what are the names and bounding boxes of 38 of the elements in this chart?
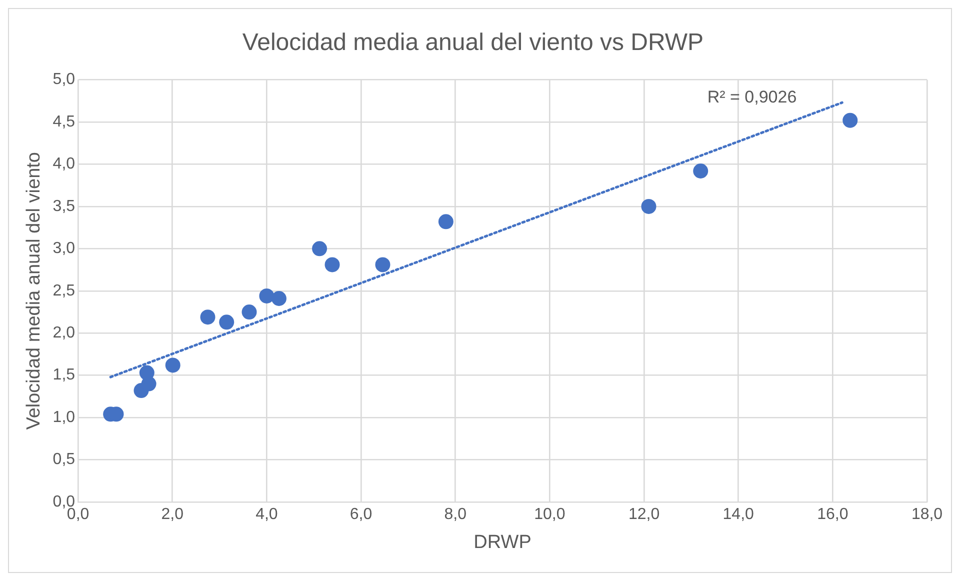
point [693,163,708,178]
y-axis-title: Velocidad media anual del viento [24,152,45,430]
point [219,314,234,330]
y-tick-label: 4,0 [52,156,76,173]
y-tick-label: 4,5 [52,113,76,130]
x-tick-label: 16,0 [817,506,848,524]
x-tick-label: 4,0 [256,506,278,524]
y-tick-label: 5,0 [52,71,76,88]
y-tick-label: 0,5 [52,451,76,468]
point [242,304,257,320]
x-tick-label: 12,0 [628,506,660,524]
point [641,198,656,214]
y-tick-label: 1,0 [52,408,76,426]
point [312,241,328,256]
annotation: R² = 0,9026 [707,87,797,106]
x-tick-label: 10,0 [534,506,566,524]
x-tick-label: 18,0 [911,506,943,524]
x-tick-label: 0,0 [66,506,90,524]
x-tick-label: 8,0 [444,506,467,524]
x-tick-label: 2,0 [161,506,184,524]
point [271,291,286,306]
y-tick-label: 2,0 [52,324,76,342]
y-tick-label: 3,5 [52,198,76,215]
point [375,257,390,272]
point [842,112,858,128]
point [324,257,340,272]
y-tick-label: 3,0 [52,240,76,258]
point [438,214,454,230]
x-tick-label: 14,0 [722,506,754,524]
point [141,376,156,392]
point [200,310,216,325]
y-tick-label: 2,5 [52,282,76,300]
y-tick-label: 1,5 [52,366,76,384]
chart-title: Velocidad media anual del viento vs DRWP [242,29,704,56]
x-tick-label: 6,0 [350,506,372,524]
x-axis-title: DRWP [474,532,532,553]
point [165,358,180,373]
point [259,288,274,304]
